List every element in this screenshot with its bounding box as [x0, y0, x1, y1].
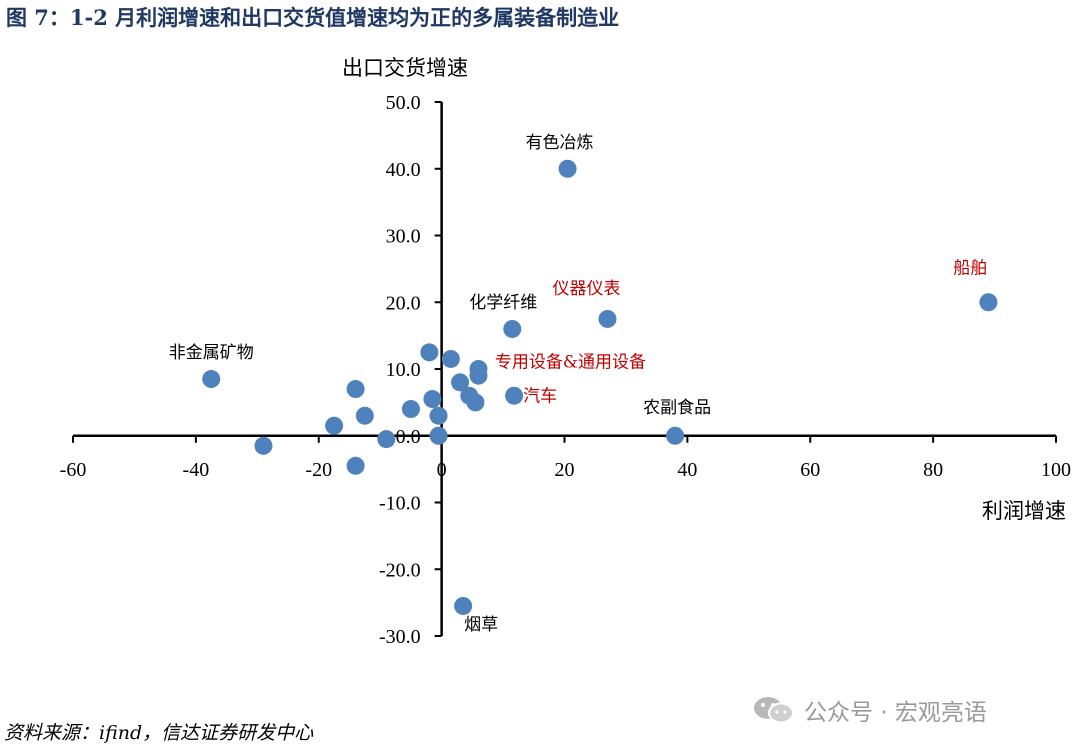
data-point [441, 349, 460, 368]
data-point [505, 386, 524, 405]
y-tick-label: -20.0 [379, 559, 421, 581]
data-point [979, 293, 998, 312]
data-point [598, 309, 617, 328]
y-tick-label: 20.0 [386, 292, 421, 314]
data-point [401, 400, 420, 419]
data-point [451, 373, 470, 392]
x-tick-label: 100 [1041, 459, 1071, 481]
x-tick-label: -20 [305, 459, 332, 481]
y-tick-label: -30.0 [379, 626, 421, 648]
data-point [558, 159, 577, 178]
watermark-text: 公众号 · 宏观亮语 [804, 700, 987, 726]
data-point [325, 416, 344, 435]
x-tick-label: -40 [183, 459, 210, 481]
data-point [420, 343, 439, 362]
data-point [429, 426, 448, 445]
data-point [355, 406, 374, 425]
data-point [346, 456, 365, 475]
source-note: 资料来源：ifind，信达证券研发中心 [4, 722, 314, 744]
data-point [377, 430, 396, 449]
point-label: 化学纤维 [469, 293, 537, 313]
y-tick-label: 40.0 [386, 159, 421, 181]
point-label: 专用设备&通用设备 [495, 353, 646, 373]
y-tick-label: 50.0 [386, 92, 421, 114]
point-label: 烟草 [464, 615, 498, 635]
point-label: 非金属矿物 [169, 343, 254, 363]
x-tick-label: -60 [60, 459, 87, 481]
y-tick-label: -10.0 [379, 493, 421, 515]
data-point [254, 436, 273, 455]
point-label: 农副食品 [643, 398, 711, 418]
point-label: 船舶 [953, 258, 987, 278]
data-point [202, 370, 221, 389]
x-axis-title: 利润增速 [982, 499, 1066, 523]
y-axis-title: 出口交货增速 [342, 56, 468, 80]
data-point [469, 360, 488, 378]
tick-labels: -60 -40 -20 0 20 40 60 80 100 50.0 40.0 30.0 20.0 10.… [60, 92, 1071, 648]
data-point [666, 426, 685, 445]
x-tick-label: 80 [923, 459, 943, 481]
data-point [503, 319, 522, 338]
point-label: 汽车 [523, 387, 557, 407]
y-tick-label: 10.0 [386, 359, 421, 381]
x-tick-label: 40 [677, 459, 697, 481]
point-labels: 有色冶炼船舶仪器仪表化学纤维非金属矿物专用设备&通用设备汽车农副食品烟草 [169, 133, 988, 635]
point-label: 仪器仪表 [553, 279, 621, 299]
data-point [429, 406, 448, 425]
figure-title: 图 7：1-2 月利润增速和出口交货值增速均为正的多属装备制造业 [6, 5, 620, 30]
y-tick-label: 0.0 [396, 426, 421, 448]
x-tick-label: 20 [555, 459, 575, 481]
data-point [454, 596, 473, 615]
x-tick-label: 0 [437, 459, 447, 481]
wechat-icon [754, 697, 794, 724]
data-point [346, 380, 365, 399]
data-point [423, 390, 442, 409]
axes [72, 101, 1057, 637]
data-point [466, 393, 485, 412]
x-tick-label: 60 [800, 459, 820, 481]
data-points [202, 159, 998, 615]
y-tick-label: 30.0 [386, 226, 421, 248]
watermark: 公众号 · 宏观亮语 [752, 693, 987, 727]
point-label: 有色冶炼 [526, 133, 594, 153]
